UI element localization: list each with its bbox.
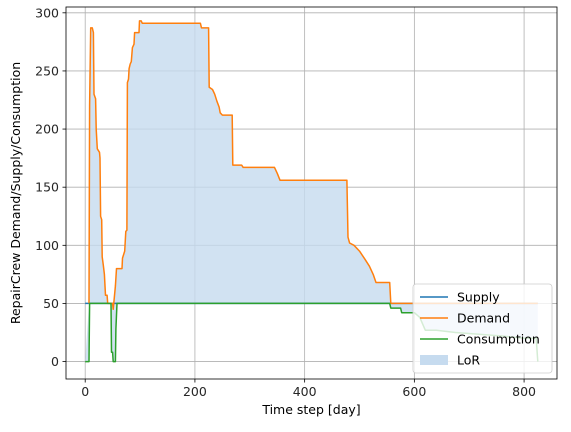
- plot-frame: [65, 6, 558, 380]
- x-axis-label: Time step [day]: [261, 402, 360, 417]
- series-line-demand: [88, 20, 538, 311]
- x-tick-label: 0: [81, 384, 89, 399]
- lor-area: [85, 20, 538, 362]
- x-tick-label: 400: [293, 384, 317, 399]
- y-tick-label: 50: [43, 296, 59, 311]
- legend-box: [412, 283, 553, 374]
- lor-fill-layer: [85, 20, 538, 362]
- x-axis-ticks: 0 200 400 600 800: [81, 379, 536, 399]
- y-tick-label: 300: [35, 5, 59, 20]
- y-axis-label: RepairCrew Demand/Supply/Consumption: [8, 62, 23, 324]
- y-tick-label: 250: [35, 63, 59, 78]
- y-tick-label: 100: [35, 238, 59, 253]
- y-tick-label: 200: [35, 122, 59, 137]
- x-tick-label: 600: [402, 384, 426, 399]
- legend-swatch-lor: [420, 355, 448, 365]
- legend: Supply Demand Consumption LoR: [412, 283, 553, 374]
- x-tick-label: 800: [512, 384, 536, 399]
- legend-label-supply: Supply: [457, 290, 500, 305]
- x-tick-label: 200: [183, 384, 207, 399]
- legend-label-consumption: Consumption: [457, 332, 540, 347]
- y-tick-label: 150: [35, 180, 59, 195]
- y-tick-label: 0: [51, 354, 59, 369]
- legend-label-demand: Demand: [457, 311, 510, 326]
- y-axis-ticks: 0 50 100 150 200 250 300: [35, 5, 66, 369]
- legend-label-lor: LoR: [457, 353, 480, 368]
